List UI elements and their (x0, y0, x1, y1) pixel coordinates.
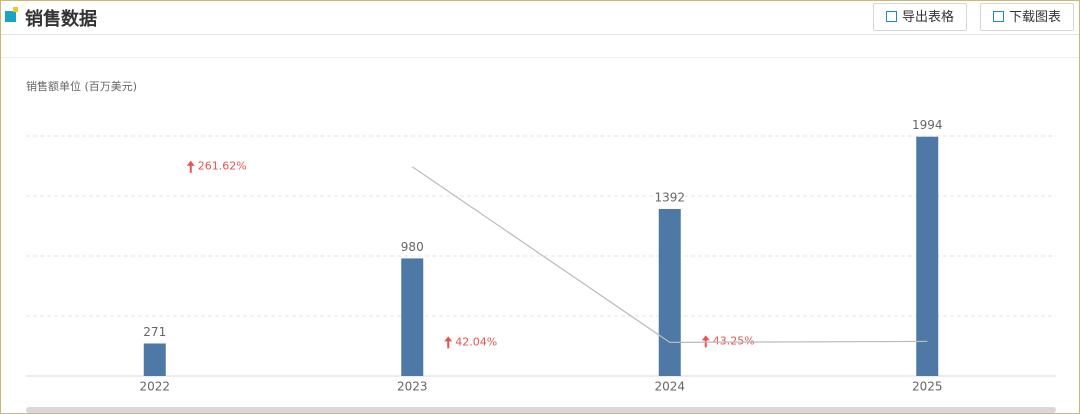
page-title: 销售数据 (25, 9, 97, 30)
bar (401, 258, 424, 376)
data-label: 271 (143, 325, 166, 339)
download-button[interactable]: 下载图表 (980, 3, 1074, 31)
scrollbar[interactable] (26, 407, 1056, 413)
x-tick-label: 2022 (139, 380, 170, 394)
x-tick-label: 2024 (654, 380, 685, 394)
bar (658, 208, 681, 376)
growth-label: 43.25% (713, 334, 755, 347)
divider (1, 57, 1079, 58)
growth-label: 42.04% (455, 335, 497, 348)
growth-label: 261.62% (198, 160, 247, 173)
data-label: 1392 (654, 190, 685, 204)
export-button[interactable]: 导出表格 (873, 3, 967, 31)
button-label: 下载图表 (1008, 10, 1061, 25)
data-label: 980 (401, 240, 424, 254)
title-icon (5, 11, 16, 22)
bar (916, 136, 939, 376)
bar (143, 343, 166, 376)
header: 销售数据 导出表格 下载图表 (1, 1, 1079, 35)
title-icon-accent (13, 7, 18, 12)
growth-line (411, 166, 928, 343)
x-tick-label: 2025 (912, 380, 943, 394)
data-label: 1994 (912, 118, 943, 132)
x-tick-label: 2023 (397, 380, 428, 394)
up-arrow (701, 335, 710, 348)
button-label: 导出表格 (901, 10, 954, 25)
y-axis-label: 销售额单位 (百万美元) (26, 79, 137, 93)
up-arrow (186, 160, 195, 173)
up-arrow (444, 336, 453, 349)
